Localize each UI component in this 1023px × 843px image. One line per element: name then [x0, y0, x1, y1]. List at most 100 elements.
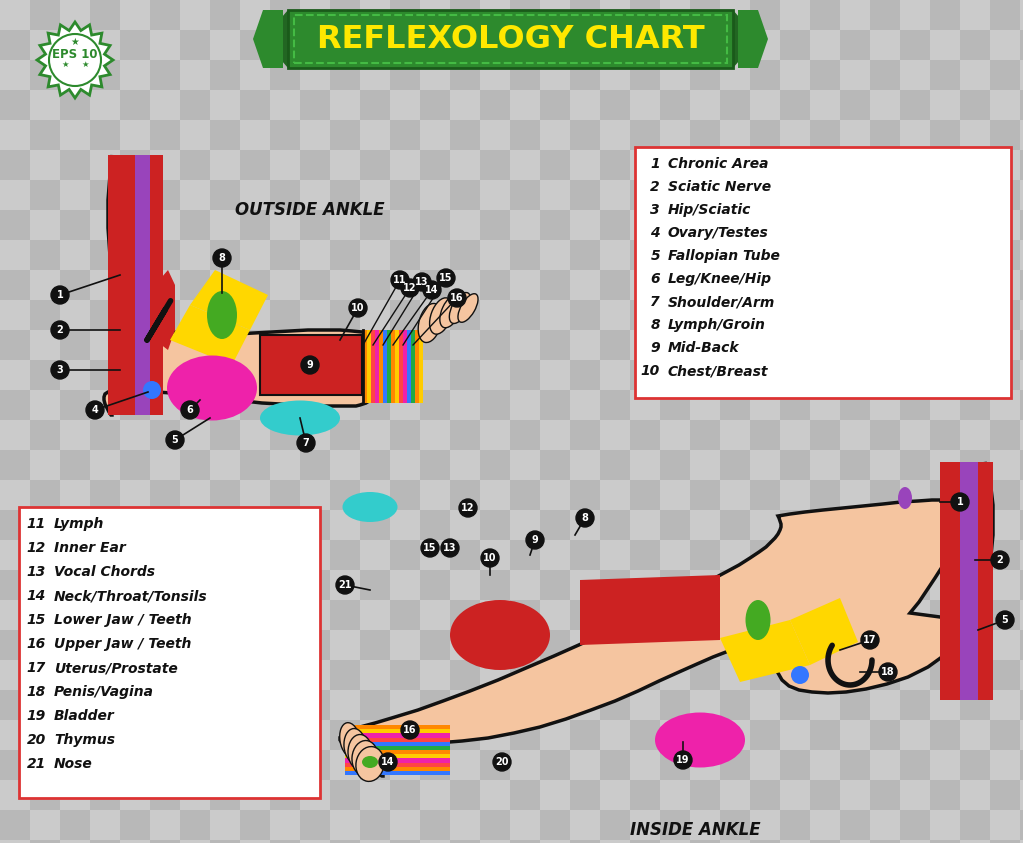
Bar — [240, 690, 270, 720]
Bar — [360, 420, 390, 450]
Polygon shape — [37, 22, 113, 98]
Bar — [990, 660, 1020, 690]
Bar — [210, 300, 240, 330]
Bar — [450, 30, 480, 60]
Bar — [450, 480, 480, 510]
Bar — [900, 60, 930, 90]
Bar — [780, 90, 810, 120]
Bar — [570, 780, 601, 810]
Bar — [0, 30, 30, 60]
Bar — [450, 840, 480, 843]
Bar — [480, 450, 510, 480]
Bar — [270, 720, 300, 750]
Bar — [180, 390, 210, 420]
Bar — [30, 240, 60, 270]
Bar — [300, 510, 330, 540]
Bar — [120, 660, 150, 690]
Text: Vocal Chords: Vocal Chords — [54, 565, 155, 579]
Bar — [450, 300, 480, 330]
Bar — [870, 360, 900, 390]
Bar — [810, 600, 840, 630]
Bar — [720, 780, 750, 810]
Bar — [300, 300, 330, 330]
Polygon shape — [345, 759, 450, 763]
Bar — [90, 720, 120, 750]
Bar — [630, 540, 660, 570]
Text: 8: 8 — [581, 513, 588, 523]
Bar — [210, 810, 240, 840]
Ellipse shape — [449, 293, 471, 324]
Text: 3: 3 — [651, 203, 660, 217]
Bar — [90, 660, 120, 690]
Text: ★: ★ — [71, 37, 80, 47]
Bar — [210, 630, 240, 660]
Bar — [480, 240, 510, 270]
Bar — [0, 600, 30, 630]
Bar — [780, 120, 810, 150]
Bar — [90, 630, 120, 660]
Bar — [330, 600, 360, 630]
Bar — [540, 780, 570, 810]
Bar — [720, 570, 750, 600]
Bar — [300, 690, 330, 720]
Bar — [390, 480, 420, 510]
Circle shape — [391, 271, 409, 289]
Bar — [870, 90, 900, 120]
Bar — [960, 720, 990, 750]
Bar — [1020, 210, 1023, 240]
Bar — [750, 540, 780, 570]
Bar — [420, 390, 450, 420]
Bar — [601, 120, 630, 150]
Bar — [270, 240, 300, 270]
Bar — [570, 360, 601, 390]
Ellipse shape — [207, 291, 237, 339]
Bar — [870, 780, 900, 810]
Bar — [90, 600, 120, 630]
Bar — [90, 570, 120, 600]
Bar — [150, 600, 180, 630]
Bar — [930, 780, 960, 810]
Bar — [480, 390, 510, 420]
Bar — [601, 660, 630, 690]
Bar — [240, 660, 270, 690]
Bar — [450, 330, 480, 360]
Bar — [810, 630, 840, 660]
Bar — [720, 480, 750, 510]
Bar — [90, 750, 120, 780]
Bar — [0, 750, 30, 780]
Bar — [630, 750, 660, 780]
Bar — [270, 360, 300, 390]
Bar — [180, 300, 210, 330]
Bar — [720, 360, 750, 390]
Bar — [180, 450, 210, 480]
Circle shape — [413, 273, 431, 291]
Bar — [480, 300, 510, 330]
Bar — [930, 360, 960, 390]
Bar — [810, 180, 840, 210]
Text: INSIDE ANKLE: INSIDE ANKLE — [630, 821, 760, 839]
Bar — [720, 120, 750, 150]
Bar — [150, 480, 180, 510]
Bar — [900, 90, 930, 120]
Bar — [390, 720, 420, 750]
Bar — [360, 450, 390, 480]
Bar — [330, 210, 360, 240]
Bar — [810, 570, 840, 600]
Bar — [60, 360, 90, 390]
Bar — [750, 330, 780, 360]
Bar — [240, 600, 270, 630]
Bar — [420, 720, 450, 750]
Bar — [0, 690, 30, 720]
Bar — [900, 780, 930, 810]
Polygon shape — [387, 330, 391, 403]
Bar — [570, 630, 601, 660]
Bar — [390, 150, 420, 180]
Polygon shape — [120, 155, 135, 415]
Bar — [360, 90, 390, 120]
Bar — [180, 480, 210, 510]
Bar — [90, 0, 120, 30]
Bar — [180, 780, 210, 810]
FancyBboxPatch shape — [288, 10, 733, 68]
Bar — [390, 330, 420, 360]
Bar — [30, 750, 60, 780]
